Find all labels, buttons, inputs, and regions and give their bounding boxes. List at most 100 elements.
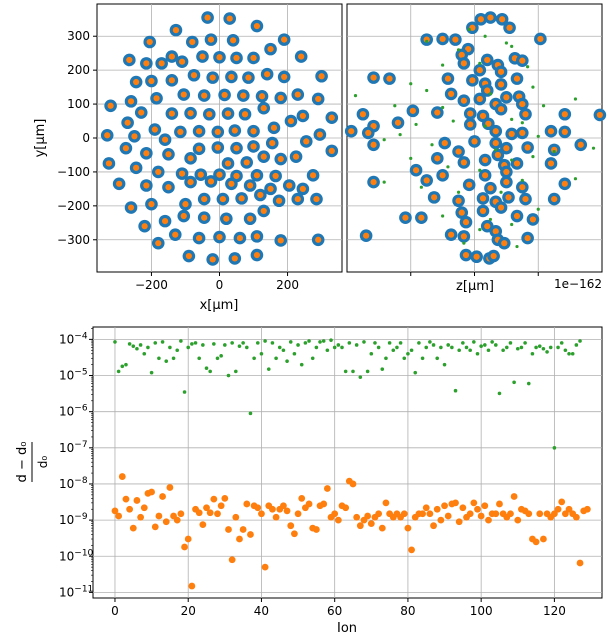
ion-marker-orange	[146, 38, 153, 46]
deviation-point-green	[376, 345, 381, 350]
ion-marker-orange	[458, 51, 465, 58]
ion-marker-orange	[141, 223, 148, 230]
x-tick-label: 20	[181, 604, 196, 618]
deviation-point-orange	[426, 510, 434, 518]
ion-marker-green	[536, 207, 540, 211]
deviation-point-green	[204, 366, 209, 370]
ion-marker-orange	[386, 75, 393, 82]
ion-marker-orange	[522, 195, 529, 203]
deviation-point-orange	[287, 522, 295, 530]
ion-marker-orange	[190, 72, 198, 79]
ion-marker-orange	[216, 171, 223, 178]
ion-marker-orange	[537, 35, 544, 43]
deviation-point-orange	[294, 510, 302, 518]
y-tick-label: 10−5	[59, 368, 88, 383]
deviation-point-green	[226, 373, 231, 378]
deviation-point-green	[127, 342, 132, 346]
deviation-point-green	[292, 351, 297, 356]
ion-marker-orange	[209, 74, 216, 81]
ion-marker-orange	[177, 128, 184, 135]
deviation-point-green	[131, 344, 136, 348]
ion-marker-orange	[250, 54, 257, 62]
ion-marker-orange	[434, 109, 441, 116]
ion-marker-orange	[469, 77, 476, 84]
deviation-point-orange	[177, 510, 185, 518]
ion-marker-orange	[294, 91, 301, 98]
deviation-point-green	[570, 351, 575, 356]
deviation-point-orange	[236, 535, 243, 543]
deviation-point-green	[534, 345, 538, 350]
ion-marker-green	[409, 82, 413, 86]
deviation-point-orange	[353, 513, 361, 521]
ion-marker-orange	[503, 179, 510, 186]
deviation-point-orange	[133, 497, 141, 504]
ion-marker-green	[456, 48, 461, 52]
deviation-point-green	[303, 341, 308, 345]
ion-marker-orange	[365, 129, 372, 137]
ion-marker-orange	[258, 93, 266, 100]
deviation-point-orange	[122, 495, 130, 503]
ion-marker-orange	[460, 97, 467, 104]
deviation-point-green	[428, 340, 432, 344]
ion-marker-orange	[187, 155, 194, 162]
deviation-point-orange	[485, 516, 492, 524]
deviation-point-green	[212, 342, 216, 346]
ion-marker-orange	[467, 121, 474, 128]
ion-marker-orange	[199, 53, 206, 60]
deviation-point-green	[409, 348, 414, 353]
deviation-point-orange	[206, 509, 214, 517]
deviation-point-orange	[466, 510, 474, 518]
deviation-point-green	[259, 351, 264, 356]
ion-marker-orange	[448, 90, 455, 97]
deviation-point-orange	[474, 505, 481, 513]
zy-xlabel: z[μm]	[456, 279, 494, 294]
ion-marker-orange	[165, 151, 172, 158]
ion-marker-orange	[105, 160, 113, 167]
deviation-point-green	[497, 391, 502, 396]
x-tick-label: 0	[216, 278, 224, 292]
ion-marker-green	[478, 61, 482, 65]
deviation-point-green	[515, 346, 520, 351]
ion-marker-orange	[561, 111, 568, 118]
ion-marker-orange	[240, 92, 247, 99]
ion-marker-orange	[503, 168, 510, 176]
deviation-point-green	[461, 341, 465, 345]
ion-marker-orange	[151, 126, 158, 133]
ion-marker-green	[483, 124, 487, 128]
ion-marker-orange	[418, 214, 425, 221]
ion-marker-orange	[348, 128, 355, 135]
deviation-point-orange	[166, 484, 174, 491]
ion-marker-orange	[253, 22, 261, 30]
zy-markers	[344, 11, 607, 265]
ion-marker-orange	[479, 195, 487, 202]
deviation-point-orange	[137, 513, 145, 521]
ion-marker-green	[456, 190, 461, 194]
ion-marker-orange	[479, 112, 487, 120]
ion-marker-orange	[233, 172, 240, 180]
deviation-point-green	[358, 375, 363, 379]
ion-marker-orange	[143, 60, 150, 67]
ion-marker-orange	[298, 53, 305, 60]
deviation-point-orange	[283, 507, 291, 515]
ion-marker-green	[510, 44, 514, 49]
deviation-point-green	[325, 348, 330, 353]
deviation-point-green	[248, 411, 253, 416]
ion-marker-orange	[180, 91, 187, 98]
deviation-point-orange	[305, 500, 313, 508]
ion-marker-orange	[303, 138, 310, 145]
ion-marker-orange	[370, 141, 377, 148]
ion-marker-orange	[228, 180, 235, 187]
ion-marker-orange	[292, 153, 300, 160]
y-tick-label: −300	[57, 233, 90, 247]
deviation-point-green	[563, 348, 568, 353]
ion-marker-orange	[485, 120, 492, 127]
ion-marker-orange	[224, 110, 232, 117]
deviation-point-orange	[181, 543, 188, 551]
y-tick-label: 10−7	[59, 440, 88, 455]
ion-marker-green	[531, 155, 535, 159]
ion-marker-orange	[469, 24, 476, 31]
deviation-point-green	[186, 345, 191, 350]
deviation-point-orange	[272, 513, 280, 521]
ion-marker-green	[478, 168, 482, 172]
ion-marker-orange	[158, 60, 165, 67]
